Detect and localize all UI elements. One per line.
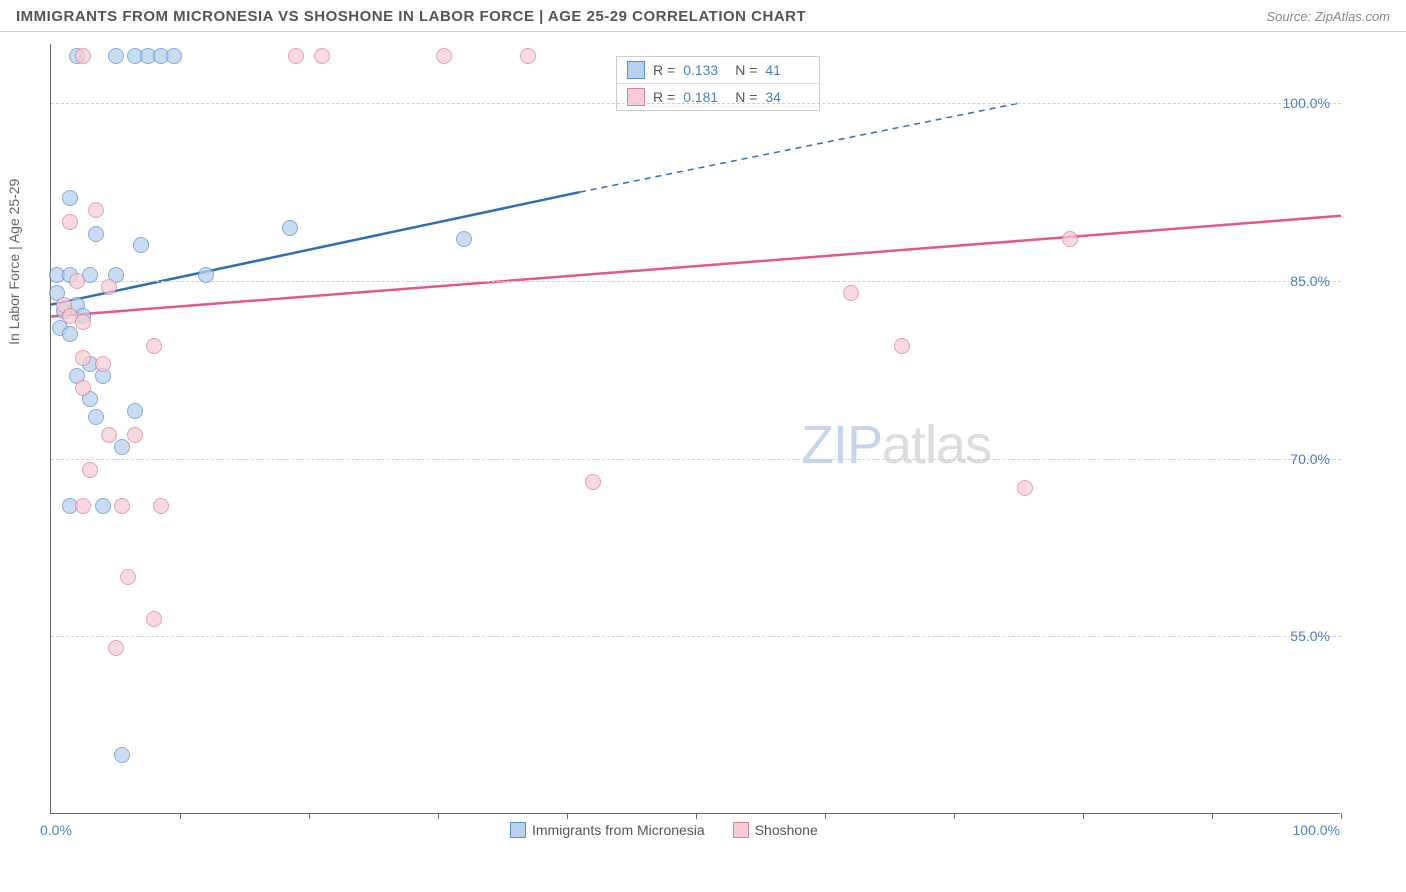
rn-r-label: R = <box>653 62 675 78</box>
legend-bottom: Immigrants from Micronesia Shoshone <box>510 822 818 838</box>
scatter-point <box>75 380 91 396</box>
x-tick <box>567 813 568 819</box>
rn-legend-row: R = 0.133 N = 41 <box>617 57 819 84</box>
scatter-point <box>95 498 111 514</box>
scatter-point <box>75 314 91 330</box>
scatter-point <box>127 427 143 443</box>
scatter-point <box>88 409 104 425</box>
legend-swatch <box>733 822 749 838</box>
y-tick-label: 85.0% <box>1290 273 1330 289</box>
scatter-point <box>108 48 124 64</box>
x-tick-right: 100.0% <box>1293 822 1340 838</box>
scatter-point <box>288 48 304 64</box>
scatter-point <box>198 267 214 283</box>
scatter-point <box>62 190 78 206</box>
chart-title: IMMIGRANTS FROM MICRONESIA VS SHOSHONE I… <box>16 8 806 25</box>
scatter-point <box>82 462 98 478</box>
x-tick <box>1083 813 1084 819</box>
gridline-h <box>51 636 1341 637</box>
legend-item: Shoshone <box>733 822 818 838</box>
scatter-point <box>520 48 536 64</box>
x-tick <box>309 813 310 819</box>
scatter-point <box>95 356 111 372</box>
x-tick <box>1212 813 1213 819</box>
scatter-point <box>1062 231 1078 247</box>
gridline-h <box>51 459 1341 460</box>
scatter-point <box>114 747 130 763</box>
scatter-point <box>153 498 169 514</box>
scatter-point <box>75 48 91 64</box>
legend-swatch <box>627 61 645 79</box>
watermark-atlas: atlas <box>882 415 991 475</box>
scatter-point <box>146 338 162 354</box>
x-tick <box>438 813 439 819</box>
chart-container: ZIPatlas R = 0.133 N = 41 R =0.181N =34 55.0… <box>50 44 1390 844</box>
scatter-point <box>101 279 117 295</box>
scatter-point <box>282 220 298 236</box>
x-tick-left: 0.0% <box>40 822 72 838</box>
watermark-zip: ZIP <box>801 415 882 475</box>
rn-legend-row: R =0.181N =34 <box>617 84 819 110</box>
x-tick <box>1341 813 1342 819</box>
scatter-point <box>88 226 104 242</box>
scatter-point <box>75 498 91 514</box>
scatter-point <box>108 640 124 656</box>
gridline-h <box>51 281 1341 282</box>
scatter-point <box>69 273 85 289</box>
scatter-point <box>114 498 130 514</box>
scatter-point <box>75 350 91 366</box>
scatter-point <box>133 237 149 253</box>
scatter-point <box>456 231 472 247</box>
scatter-point <box>585 474 601 490</box>
y-tick-label: 55.0% <box>1290 628 1330 644</box>
watermark: ZIPatlas <box>801 414 991 476</box>
rn-n-value: 41 <box>765 62 809 78</box>
legend-label: Immigrants from Micronesia <box>532 822 705 838</box>
y-tick-label: 70.0% <box>1290 451 1330 467</box>
scatter-point <box>843 285 859 301</box>
scatter-point <box>1017 480 1033 496</box>
scatter-point <box>101 427 117 443</box>
rn-n-label: N = <box>735 62 757 78</box>
scatter-point <box>894 338 910 354</box>
x-tick <box>696 813 697 819</box>
scatter-point <box>436 48 452 64</box>
scatter-point <box>127 403 143 419</box>
chart-header: IMMIGRANTS FROM MICRONESIA VS SHOSHONE I… <box>0 0 1406 32</box>
legend-item: Immigrants from Micronesia <box>510 822 705 838</box>
y-tick-label: 100.0% <box>1283 95 1330 111</box>
scatter-point <box>62 326 78 342</box>
plot-area: ZIPatlas R = 0.133 N = 41 R =0.181N =34 55.0… <box>50 44 1340 814</box>
y-axis-title: In Labor Force | Age 25-29 <box>6 179 22 345</box>
scatter-point <box>62 214 78 230</box>
x-tick <box>180 813 181 819</box>
scatter-point <box>120 569 136 585</box>
scatter-point <box>314 48 330 64</box>
scatter-point <box>166 48 182 64</box>
scatter-point <box>88 202 104 218</box>
scatter-point <box>146 611 162 627</box>
legend-label: Shoshone <box>755 822 818 838</box>
legend-swatch <box>510 822 526 838</box>
gridline-h <box>51 103 1341 104</box>
x-tick <box>825 813 826 819</box>
chart-source: Source: ZipAtlas.com <box>1266 9 1390 24</box>
rn-r-value: 0.133 <box>683 62 727 78</box>
scatter-point <box>114 439 130 455</box>
trend-lines <box>51 44 1341 814</box>
x-tick <box>954 813 955 819</box>
